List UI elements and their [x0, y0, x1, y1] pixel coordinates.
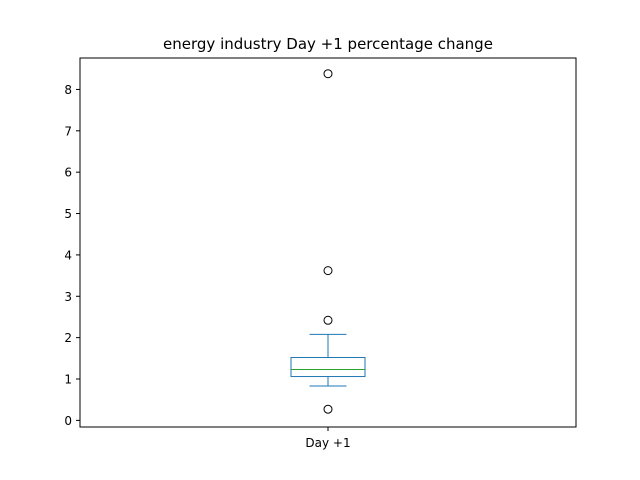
y-tick-label: 1 — [64, 373, 72, 387]
axes-frame — [79, 57, 577, 428]
outlier-point — [323, 69, 333, 79]
y-tick-label: 5 — [64, 207, 72, 221]
y-tick-label: 4 — [64, 248, 72, 262]
y-tick-label: 0 — [64, 414, 72, 428]
y-tick-label: 8 — [64, 83, 72, 97]
outlier-point — [323, 266, 333, 276]
plot-area: 0 1 2 3 4 5 6 7 8 Day +1 — [64, 57, 577, 450]
y-tick-label: 3 — [64, 290, 72, 304]
outlier-point — [323, 315, 333, 325]
x-tick-label: Day +1 — [305, 436, 350, 450]
chart-title: energy industry Day +1 percentage change — [163, 35, 493, 53]
iqr-box — [290, 357, 366, 378]
y-tick-label: 7 — [64, 124, 72, 138]
y-tick-label: 2 — [64, 331, 72, 345]
outlier-point — [323, 404, 333, 414]
y-tick-label: 6 — [64, 166, 72, 180]
